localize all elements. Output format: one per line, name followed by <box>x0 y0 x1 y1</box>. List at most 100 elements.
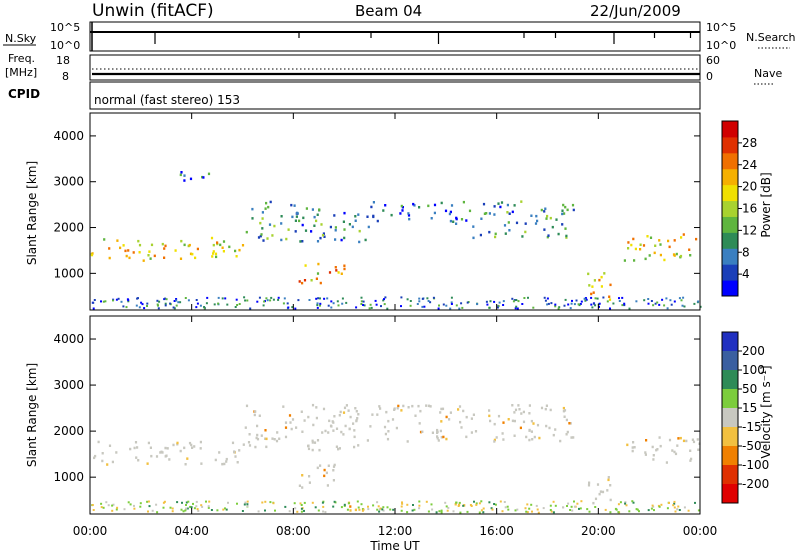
echo-cell <box>324 429 327 433</box>
echo-cell <box>596 483 600 486</box>
echo-cell <box>449 307 452 310</box>
echo-cell <box>256 300 259 303</box>
echo-cell <box>609 307 611 310</box>
echo-cell <box>316 272 320 275</box>
echo-cell <box>164 455 167 458</box>
echo-cell <box>296 211 299 215</box>
colorbar-tick-label: 4 <box>742 267 750 281</box>
echo-cell <box>276 431 279 434</box>
echo-cell <box>137 297 139 300</box>
echo-cell <box>172 443 175 447</box>
echo-cell <box>355 419 358 422</box>
echo-cell <box>210 509 213 511</box>
echo-cell <box>391 418 395 421</box>
echo-cell <box>668 501 670 504</box>
echo-cell <box>335 427 339 430</box>
echo-cell <box>221 297 224 300</box>
echo-cell <box>333 500 336 503</box>
echo-cell <box>317 297 320 300</box>
echo-cell <box>111 460 114 464</box>
echo-cell <box>385 410 388 414</box>
echo-cell <box>524 507 527 510</box>
echo-cell <box>356 500 359 503</box>
echo-cell <box>418 300 421 303</box>
echo-cell <box>476 303 479 306</box>
echo-cell <box>123 508 126 511</box>
echo-cell <box>284 421 288 424</box>
echo-cell <box>140 301 143 304</box>
echo-cell <box>414 414 417 417</box>
echo-cell <box>299 240 302 243</box>
echo-cell <box>544 299 547 302</box>
echo-cell <box>681 304 684 307</box>
echo-cell <box>504 506 507 509</box>
echo-cell <box>355 306 358 309</box>
echo-cell <box>520 412 523 415</box>
echo-cell <box>552 500 555 503</box>
echo-cell <box>514 408 518 412</box>
echo-cell <box>628 510 631 513</box>
x-tick-label: 00:00 <box>683 524 718 538</box>
echo-cell <box>291 418 295 421</box>
echo-cell <box>536 423 540 427</box>
echo-cell <box>507 221 510 224</box>
echo-cell <box>347 409 350 412</box>
echo-cell <box>452 510 455 513</box>
echo-cell <box>522 410 525 414</box>
echo-cell <box>526 503 529 506</box>
echo-cell <box>448 418 451 421</box>
echo-cell <box>493 438 496 442</box>
echo-cell <box>470 417 473 420</box>
echo-cell <box>340 506 343 509</box>
echo-cell <box>497 414 501 418</box>
echo-cell <box>338 447 341 450</box>
echo-cell <box>216 509 219 512</box>
echo-cell <box>319 297 321 300</box>
echo-cell <box>138 251 141 254</box>
echo-cell <box>643 299 646 302</box>
echo-cell <box>298 484 301 487</box>
colorbar-tick-label: -100 <box>742 458 769 472</box>
echo-cell <box>245 404 249 408</box>
echo-cell <box>549 408 552 412</box>
echo-cell <box>332 421 335 424</box>
echo-cell <box>162 506 165 509</box>
y-tick-label: 1000 <box>53 470 84 484</box>
echo-cell <box>185 501 188 504</box>
echo-cell <box>571 203 575 207</box>
echo-cell <box>501 432 504 435</box>
echo-cell <box>480 500 483 503</box>
power-panel: 1000 2000 3000 4000 Slant Range [km] <box>25 112 702 311</box>
echo-cell <box>564 205 567 209</box>
echo-cell <box>353 429 356 432</box>
echo-cell <box>658 303 661 306</box>
echo-cell <box>389 508 392 511</box>
echo-cell <box>426 297 429 300</box>
echo-cell <box>460 218 464 221</box>
colorbar-swatch <box>722 232 738 249</box>
echo-cell <box>264 207 267 210</box>
power-colorbar: 4 8 12 16 20 24 28 <box>721 120 757 297</box>
echo-cell <box>173 300 176 302</box>
echo-cell <box>648 254 651 257</box>
echo-cell <box>396 407 399 410</box>
echo-cell <box>550 510 553 513</box>
echo-cell <box>177 301 180 304</box>
echo-cell <box>183 243 186 247</box>
echo-cell <box>573 303 576 306</box>
echo-cell <box>138 243 142 247</box>
echo-cell <box>584 299 587 302</box>
echo-cell <box>335 445 338 448</box>
echo-cell <box>660 503 663 506</box>
echo-cell <box>559 439 562 443</box>
echo-cell <box>369 303 372 306</box>
echo-cell <box>192 502 194 505</box>
echo-cell <box>360 303 363 305</box>
echo-cell <box>517 404 520 407</box>
echo-cell <box>112 299 114 302</box>
echo-cell <box>513 434 516 437</box>
echo-cell <box>544 407 547 411</box>
echo-cell <box>561 209 564 212</box>
echo-cell <box>307 447 311 451</box>
echo-cell <box>470 431 473 434</box>
